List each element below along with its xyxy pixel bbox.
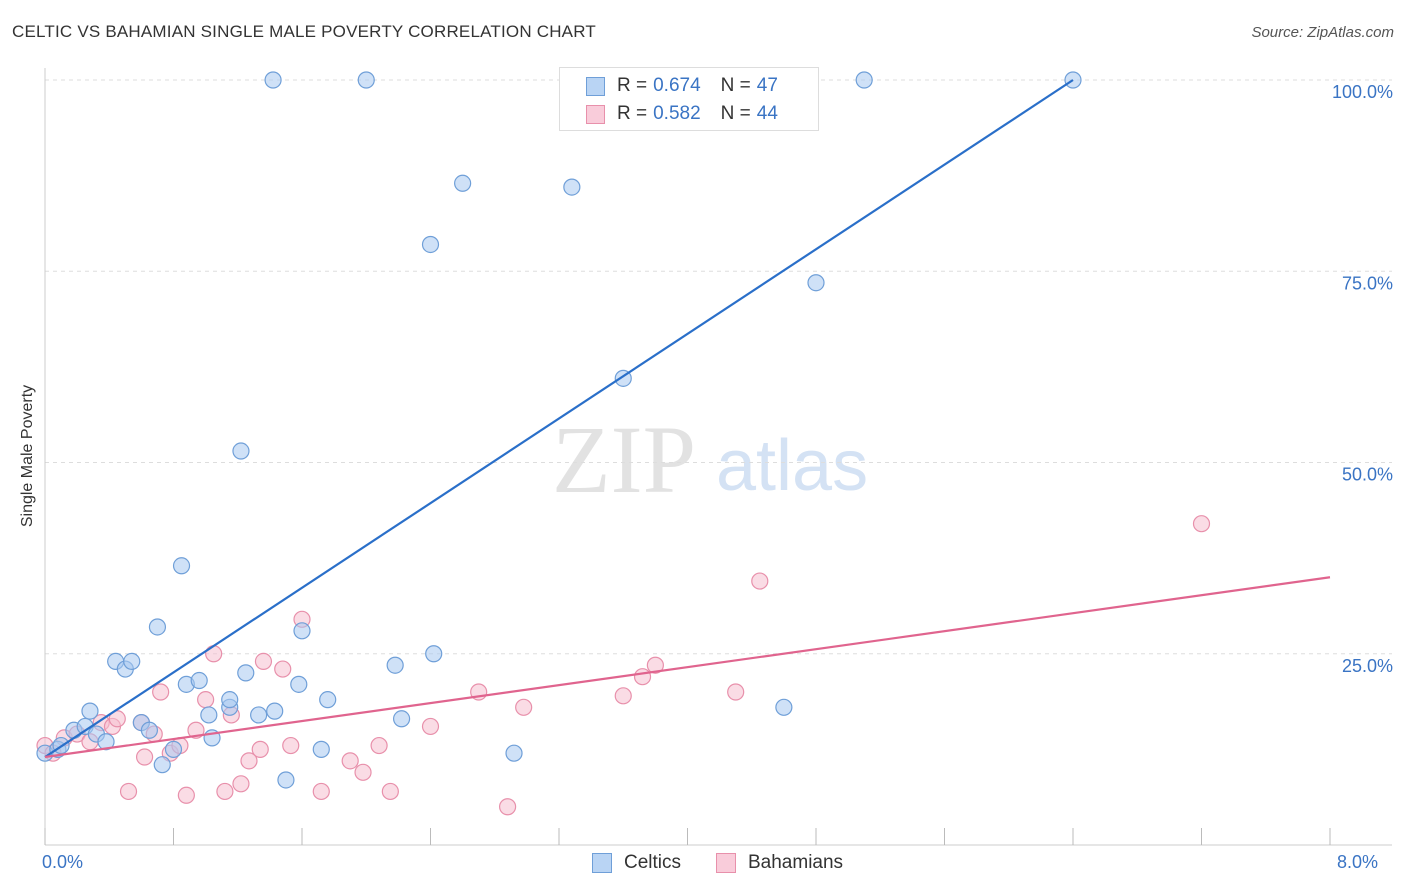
celtics-point (319, 691, 337, 709)
bahamians-point (354, 763, 372, 781)
celtics-point (386, 656, 404, 674)
bahamians-points (36, 515, 1211, 816)
bahamians-point (216, 782, 234, 801)
celtics-swatch (586, 76, 605, 96)
celtics-point (97, 733, 115, 751)
celtics-point (505, 744, 523, 762)
celtics-point (290, 675, 308, 693)
bahamians-point (254, 652, 273, 671)
celtics-point (807, 274, 825, 292)
celtics-n-value: 47 (756, 75, 778, 96)
bottom-legend-bahamians: Bahamians (716, 852, 843, 874)
axes (44, 68, 1392, 846)
celtics-point (164, 740, 183, 758)
celtics-point (153, 756, 171, 774)
bottom-legend-celtics: Celtics (592, 852, 681, 874)
bahamians-point (614, 687, 632, 705)
bahamians-point (1192, 515, 1211, 533)
bahamians-point (135, 748, 154, 766)
celtics-point (421, 235, 440, 254)
r-label: R = (617, 75, 648, 96)
chart-title: CELTIC VS BAHAMIAN SINGLE MALE POVERTY C… (12, 22, 596, 41)
gridlines (45, 79, 1392, 655)
zipatlas-watermark: ZIP atlas (552, 406, 868, 513)
celtics-points (36, 71, 1082, 789)
bahamians-point (274, 660, 292, 678)
bahamians-point (119, 782, 138, 801)
bahamians-point (177, 786, 195, 804)
celtics-point (312, 740, 330, 758)
watermark-zip: ZIP (552, 406, 696, 513)
bahamians-point (108, 710, 126, 728)
bahamians-point (152, 683, 170, 701)
bahamians-point (421, 717, 440, 736)
source-credit: Source: ZipAtlas.com (1251, 24, 1394, 41)
bahamians-point (197, 691, 215, 709)
celtics-point (250, 706, 268, 724)
y-tick-labels: 25.0% 50.0% 75.0% 100.0% (1332, 82, 1393, 676)
bahamians-point (381, 782, 399, 801)
celtics-point (221, 691, 239, 709)
celtics-point (392, 710, 411, 728)
bahamians-point (646, 656, 664, 674)
n-label: N = (720, 103, 751, 124)
y-tick-label: 100.0% (1332, 82, 1393, 102)
bahamians-point (370, 736, 388, 755)
bahamians-point (515, 698, 533, 716)
celtics-trend-line (44, 79, 1074, 758)
correlation-legend: R = 0.674 N = 47 R = 0.582 N = 44 (559, 67, 819, 131)
celtics-point (425, 645, 443, 663)
bahamians-point (727, 683, 745, 701)
bahamians-point (251, 740, 269, 758)
x-tick-min: 0.0% (42, 852, 84, 872)
bahamians-point (240, 752, 258, 770)
celtics-point (293, 622, 311, 640)
bahamians-trend-line (44, 576, 1331, 759)
r-label: R = (617, 103, 648, 124)
bahamians-point (282, 736, 300, 755)
bahamians-legend-swatch (716, 853, 736, 873)
celtics-point (855, 71, 873, 89)
bahamians-legend-label: Bahamians (748, 852, 844, 873)
watermark-atlas: atlas (716, 426, 868, 506)
bahamians-point (312, 782, 330, 801)
trend-lines (44, 79, 1331, 759)
legend-row-celtics: R = 0.674 N = 47 (586, 73, 778, 99)
celtics-point (237, 664, 255, 682)
celtics-point (266, 702, 284, 720)
bahamians-point (751, 572, 769, 590)
celtics-point (775, 698, 793, 716)
bahamians-point (633, 668, 652, 686)
bahamians-swatch (586, 104, 605, 124)
y-tick-label: 75.0% (1342, 273, 1393, 293)
celtics-point (140, 721, 159, 739)
bahamians-point (341, 752, 359, 770)
celtics-point (277, 771, 295, 789)
x-tick-max: 8.0% (1337, 852, 1379, 872)
bahamians-point (499, 798, 517, 816)
celtics-point (563, 178, 581, 196)
celtics-point (148, 618, 167, 636)
celtics-r-value: 0.674 (653, 75, 701, 96)
celtics-point (81, 702, 99, 720)
legend-row-bahamians: R = 0.582 N = 44 (586, 101, 778, 127)
celtics-point (454, 174, 472, 192)
bahamians-point (205, 645, 223, 663)
y-tick-label: 50.0% (1342, 465, 1393, 485)
celtics-point (123, 652, 141, 671)
celtics-point (190, 671, 208, 690)
y-tick-label: 25.0% (1342, 656, 1393, 676)
celtics-point (172, 557, 191, 575)
n-label: N = (720, 75, 751, 96)
celtics-point (357, 71, 375, 89)
celtics-legend-label: Celtics (624, 852, 682, 873)
bahamians-n-value: 44 (756, 103, 778, 124)
celtics-point (232, 442, 250, 460)
celtics-legend-swatch (592, 853, 612, 873)
bahamians-point (232, 775, 250, 793)
bahamians-r-value: 0.582 (653, 103, 701, 124)
celtics-point (200, 706, 218, 724)
celtics-point (264, 71, 282, 89)
